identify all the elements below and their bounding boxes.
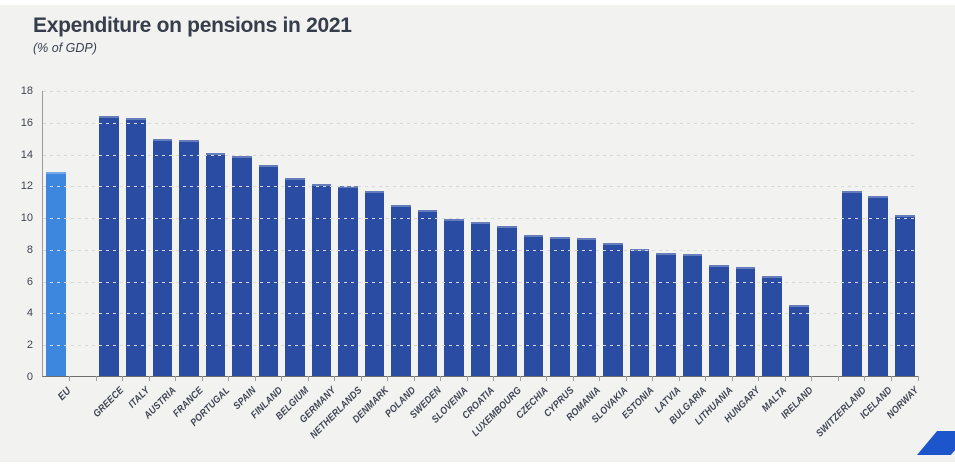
bar-slot-greece: GREECE [91, 91, 126, 420]
bar-slot-spain: SPAIN [229, 91, 259, 412]
x-axis-label-eu: EU [55, 385, 74, 403]
bar-hungary[interactable] [735, 266, 756, 376]
y-tick-label: 12 [20, 180, 33, 193]
bar-germany[interactable] [311, 184, 332, 376]
bar-romania[interactable] [576, 238, 597, 376]
bar-cyprus[interactable] [550, 236, 570, 376]
bar-slot-czechia: CZECHIA [514, 91, 550, 421]
bar-eu[interactable] [46, 171, 67, 376]
gridline [43, 91, 918, 92]
bar-slot-austria: AUSTRIA [143, 91, 179, 421]
x-axis-label-greece: GREECE [91, 385, 127, 420]
bar-slot-croatia: CROATIA [461, 91, 497, 422]
bar-austria[interactable] [152, 138, 173, 376]
bar-belgium[interactable] [285, 178, 305, 376]
bar-slot-belgium: BELGIUM [274, 91, 312, 422]
gridline [43, 186, 918, 188]
y-tick-label: 18 [20, 85, 33, 97]
bar-italy[interactable] [126, 117, 146, 376]
bar-slot-romania: ROMANIA [565, 91, 603, 423]
bar-slovenia[interactable] [444, 219, 464, 376]
bar-norway[interactable] [894, 214, 915, 376]
bar-slot-ireland: IRELAND [779, 91, 815, 421]
bar-slot-italy: ITALY [123, 91, 153, 410]
y-tick-label: 8 [26, 243, 33, 256]
bar-czechia[interactable] [523, 235, 544, 376]
gridline [43, 249, 918, 251]
bar-lithuania[interactable] [709, 265, 729, 376]
bar-slot-latvia: LATVIA [652, 91, 683, 416]
group-spacer [70, 91, 97, 381]
bar-switzerland[interactable] [841, 190, 862, 376]
chart-subtitle: (% of GDP) [33, 41, 97, 55]
bar-spain[interactable] [232, 155, 252, 376]
gridline [43, 281, 918, 283]
bar-slot-finland: FINLAND [249, 91, 285, 421]
bar-denmark[interactable] [364, 190, 385, 376]
gridline [43, 313, 918, 315]
y-tick-label: 6 [26, 275, 33, 288]
bar-portugal[interactable] [205, 152, 226, 376]
bar-slot-norway: NORWAY [886, 91, 922, 421]
bar-greece[interactable] [99, 116, 120, 376]
group-spacer [812, 91, 839, 381]
bar-slot-slovakia: SLOVAKIA [589, 91, 630, 425]
bar-slot-estonia: ESTONIA [620, 91, 656, 421]
chart-panel: Expenditure on pensions in 2021 (% of GD… [0, 5, 955, 462]
bar-slot-lithuania: LITHUANIA [694, 91, 736, 427]
bar-iceland[interactable] [868, 195, 889, 376]
bar-slot-switzerland: SWITZERLAND [814, 91, 869, 439]
bar-finland[interactable] [258, 165, 279, 376]
bar-slot-denmark: DENMARK [351, 91, 391, 425]
bar-slot-slovenia: SLOVENIA [430, 91, 471, 426]
bar-slovakia[interactable] [603, 243, 623, 376]
gridline [43, 154, 918, 156]
y-tick-label: 0 [26, 371, 33, 383]
gridline [43, 345, 918, 347]
chart-title: Expenditure on pensions in 2021 [33, 14, 352, 37]
bars-container: EU GREECE ITALY AUSTRIA FRANCE PORTUGAL SPAIN F… [43, 91, 922, 441]
bar-slot-hungary: HUNGARY [722, 91, 762, 425]
bar-slot-sweden: SWEDEN [408, 91, 444, 421]
bar-luxembourg[interactable] [497, 225, 517, 376]
bar-slot-bulgaria: BULGARIA [668, 91, 709, 427]
bar-slot-luxembourg: LUXEMBOURG [470, 91, 524, 439]
gridline [43, 218, 918, 220]
bar-slot-eu: EU [43, 91, 74, 403]
bar-slot-iceland: ICELAND [859, 91, 895, 421]
y-tick-label: 16 [20, 116, 33, 129]
bar-slot-portugal: PORTUGAL [189, 91, 232, 429]
y-tick-label: 2 [26, 339, 33, 352]
bar-france[interactable] [179, 140, 199, 376]
bar-croatia[interactable] [470, 222, 491, 376]
gridline [43, 122, 918, 124]
y-tick-label: 10 [20, 212, 33, 225]
y-axis: 0 2 4 6 8 10 12 14 16 18 [0, 85, 38, 383]
bar-slot-germany: GERMANY [298, 91, 338, 425]
bar-poland[interactable] [391, 205, 411, 376]
bar-sweden[interactable] [417, 209, 438, 376]
bar-slot-france: FRANCE [171, 91, 206, 419]
bar-slot-cyprus: CYPRUS [542, 91, 577, 419]
bar-bulgaria[interactable] [682, 254, 703, 376]
bar-slot-netherlands: NETHERLANDS [309, 91, 365, 441]
y-tick-label: 4 [26, 307, 33, 320]
bar-slot-poland: POLAND [383, 91, 418, 420]
bar-slot-malta: MALTA [759, 91, 789, 414]
y-tick-label: 14 [20, 148, 33, 161]
blue-slash-logo [916, 431, 955, 455]
bar-ireland[interactable] [788, 304, 809, 376]
plot-area: EU GREECE ITALY AUSTRIA FRANCE PORTUGAL SPAIN F… [42, 91, 922, 441]
bar-malta[interactable] [762, 276, 782, 376]
